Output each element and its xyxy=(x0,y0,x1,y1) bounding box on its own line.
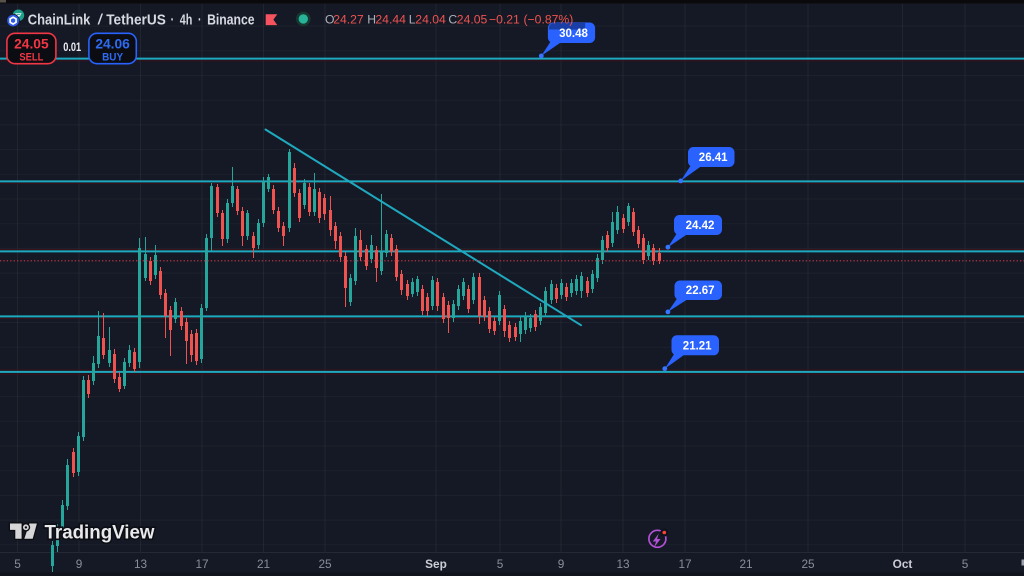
svg-text:0.01: 0.01 xyxy=(63,40,81,54)
svg-text:5: 5 xyxy=(497,557,504,571)
svg-text:21.21: 21.21 xyxy=(683,340,712,352)
svg-text:ChainLink: ChainLink xyxy=(28,12,91,28)
svg-text:17: 17 xyxy=(195,557,208,571)
svg-text:17: 17 xyxy=(678,557,691,571)
svg-text:Oct: Oct xyxy=(893,557,913,571)
svg-text:26.41: 26.41 xyxy=(699,152,728,164)
svg-text:(−0.87%): (−0.87%) xyxy=(524,12,574,26)
svg-text:H: H xyxy=(367,12,376,26)
svg-text:TetherUS: TetherUS xyxy=(106,12,166,28)
svg-text:SELL: SELL xyxy=(19,51,43,63)
svg-text:TradingView: TradingView xyxy=(45,523,155,544)
svg-text:13: 13 xyxy=(134,557,148,571)
svg-text:24.05: 24.05 xyxy=(457,12,488,26)
svg-text:21: 21 xyxy=(257,557,270,571)
svg-text:21: 21 xyxy=(739,557,752,571)
svg-text:O: O xyxy=(325,12,334,26)
svg-text:24.06: 24.06 xyxy=(95,36,130,51)
svg-text:24.05: 24.05 xyxy=(14,36,49,51)
svg-text:−0.21: −0.21 xyxy=(489,12,520,26)
svg-text:Binance: Binance xyxy=(207,12,254,28)
svg-text:5: 5 xyxy=(14,557,21,571)
svg-text:·: · xyxy=(198,12,201,28)
svg-text:25: 25 xyxy=(318,557,332,571)
svg-text:13: 13 xyxy=(616,557,630,571)
svg-text:C: C xyxy=(448,12,457,26)
svg-text:9: 9 xyxy=(558,557,565,571)
svg-text:·: · xyxy=(171,12,174,28)
svg-text:BUY: BUY xyxy=(102,51,123,63)
svg-text:24.42: 24.42 xyxy=(686,220,715,232)
svg-text:/: / xyxy=(98,12,104,28)
svg-text:Sep: Sep xyxy=(425,557,447,571)
svg-text:L: L xyxy=(409,12,416,26)
svg-text:25: 25 xyxy=(801,557,815,571)
svg-text:24.27: 24.27 xyxy=(333,12,364,26)
svg-text:9: 9 xyxy=(76,557,83,571)
svg-text:5: 5 xyxy=(962,557,969,571)
svg-text:24.04: 24.04 xyxy=(415,12,446,26)
svg-text:4h: 4h xyxy=(180,12,193,28)
svg-text:24.44: 24.44 xyxy=(375,12,406,26)
svg-text:30.48: 30.48 xyxy=(559,28,588,40)
svg-text:22.67: 22.67 xyxy=(686,285,715,297)
